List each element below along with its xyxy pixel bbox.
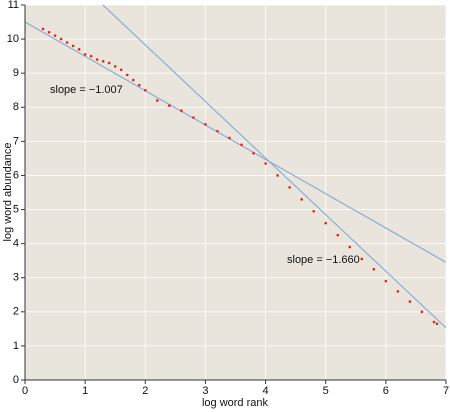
data-point [276,174,279,177]
data-point [192,116,195,119]
x-tick-label: 6 [383,385,389,397]
data-point [137,83,141,87]
data-point [125,73,129,77]
data-point [131,78,135,82]
data-point [89,54,93,58]
y-tick-label: 8 [13,101,19,113]
data-point [288,186,291,189]
data-point [432,320,436,324]
x-axis-title: log word rank [202,397,269,409]
data-point [119,68,123,72]
y-tick-label: 4 [13,238,19,250]
data-point [180,109,183,112]
x-tick-label: 7 [443,385,449,397]
y-tick-label: 10 [7,33,19,45]
y-tick-label: 5 [13,203,19,215]
data-point [360,257,364,261]
y-tick-label: 2 [13,306,19,318]
y-axis-title: log word abundance [2,142,14,241]
y-tick-label: 0 [13,374,19,386]
data-point [101,59,105,63]
y-tick-label: 6 [13,169,19,181]
data-point [252,151,255,155]
data-point [107,61,111,65]
data-point [435,322,439,326]
fit-line [102,5,446,329]
data-point [71,44,75,48]
data-point [168,104,171,107]
data-point [65,41,69,44]
x-tick-label: 1 [82,385,88,397]
data-point [216,129,219,133]
x-tick-label: 5 [323,385,329,397]
y-tick-label: 7 [13,135,19,147]
fit-annotation: slope = −1.660 [287,254,360,266]
y-tick-label: 3 [13,272,19,284]
data-point [83,53,87,56]
data-point [47,30,51,34]
fit-line [25,21,446,263]
data-point [300,198,303,201]
data-point [264,162,267,165]
x-tick-label: 3 [202,385,208,397]
data-point [156,99,159,102]
data-point [312,209,315,213]
data-point [41,27,45,31]
data-point [77,48,81,51]
data-point [420,310,424,314]
y-tick-label: 11 [8,0,19,11]
data-point [240,143,243,147]
data-point [95,58,99,61]
x-tick-label: 0 [22,385,28,397]
data-point [228,136,231,140]
data-point [408,300,412,303]
data-point [348,245,352,249]
data-point [384,279,388,283]
y-tick-label: 1 [13,340,19,352]
data-point [204,123,207,126]
y-tick-label: 9 [13,67,19,79]
data-point [324,221,328,225]
data-point [372,267,376,271]
x-tick-label: 4 [263,385,269,397]
data-point [113,65,117,68]
data-point [53,34,57,37]
fit-annotation: slope = −1.007 [50,84,123,96]
data-point [396,290,400,293]
plot-background [25,5,446,380]
data-point [59,37,63,41]
data-point [336,233,340,237]
x-tick-label: 2 [142,385,148,397]
data-point [143,88,147,92]
